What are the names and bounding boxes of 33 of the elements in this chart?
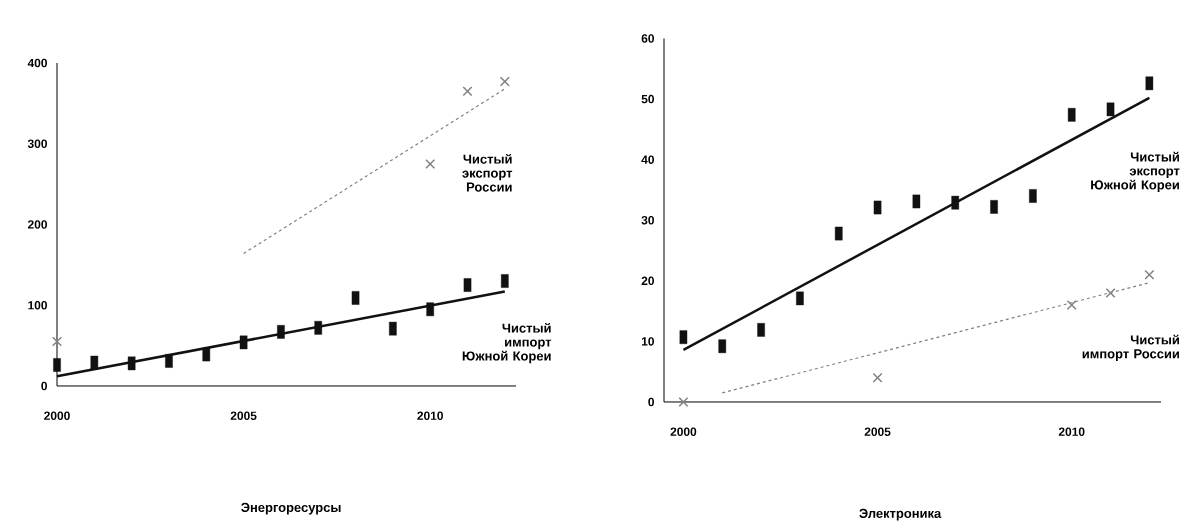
point xyxy=(678,396,689,407)
y-tick-label: 40 xyxy=(641,155,654,164)
x-tick-label: 2010 xyxy=(1058,427,1085,436)
y-tick-label: 0 xyxy=(41,381,47,391)
y-tick-label: 20 xyxy=(641,276,654,286)
y-tick-label: 10 xyxy=(641,337,654,346)
point xyxy=(1105,287,1116,298)
point xyxy=(462,86,473,97)
text: Электроника xyxy=(859,508,942,521)
x-tick-label: 2000 xyxy=(670,427,697,436)
point xyxy=(1066,300,1077,311)
text: Энергоресурсы xyxy=(241,502,341,515)
y-tick-label: 50 xyxy=(641,94,654,104)
text: Чистый экспорт Южной Кореи xyxy=(1091,151,1180,193)
point xyxy=(499,76,510,87)
x-tick-label: 2005 xyxy=(230,411,257,420)
text: Чистый экспорт России xyxy=(462,153,513,192)
y-tick-label: 0 xyxy=(648,397,654,407)
y-tick-label: 30 xyxy=(641,216,654,225)
y-tick-label: 300 xyxy=(27,139,47,148)
point xyxy=(425,158,436,169)
text: Чистый импорт России xyxy=(1082,334,1179,361)
y-tick-label: 400 xyxy=(27,58,47,68)
point xyxy=(1144,269,1155,280)
y-tick-label: 60 xyxy=(641,34,654,43)
x-tick-label: 2000 xyxy=(44,411,70,420)
y-tick-label: 100 xyxy=(28,301,47,310)
x-tick-label: 2005 xyxy=(864,427,891,436)
point xyxy=(52,336,62,347)
point xyxy=(872,372,883,383)
text: Чистый импорт Южной Кореи xyxy=(462,322,552,364)
y-tick-label: 200 xyxy=(27,220,47,229)
x-tick-label: 2010 xyxy=(417,411,443,420)
